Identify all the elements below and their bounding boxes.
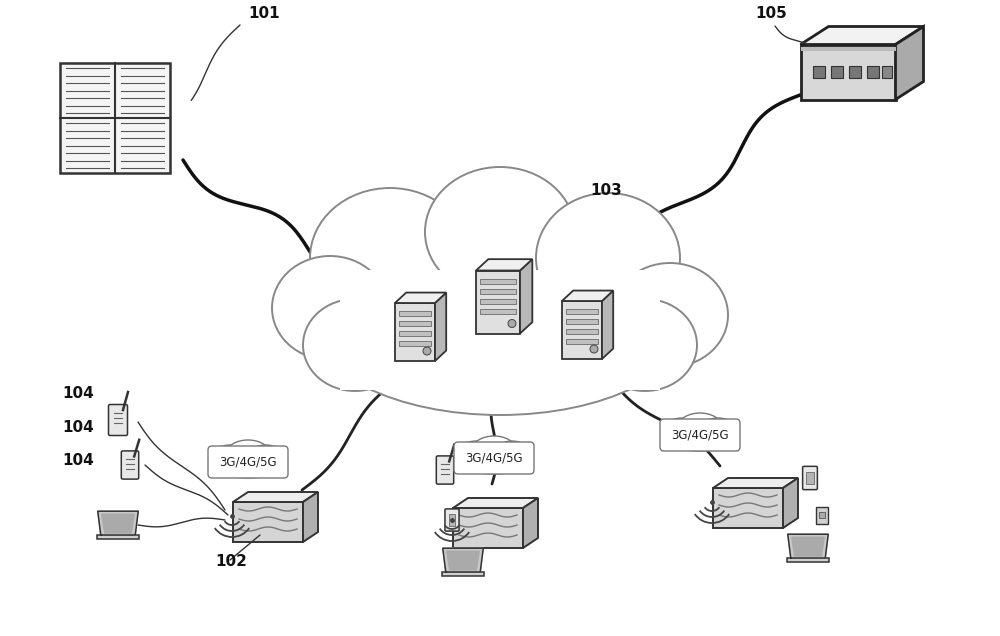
Polygon shape — [395, 293, 446, 303]
FancyBboxPatch shape — [803, 466, 817, 490]
FancyBboxPatch shape — [454, 442, 534, 474]
Text: 105: 105 — [755, 6, 787, 21]
Ellipse shape — [310, 225, 690, 415]
Ellipse shape — [210, 450, 286, 478]
Ellipse shape — [700, 418, 736, 444]
Polygon shape — [476, 270, 520, 333]
Ellipse shape — [664, 418, 700, 444]
Ellipse shape — [456, 446, 532, 474]
Bar — [399, 321, 431, 326]
Bar — [800, 46, 896, 50]
Ellipse shape — [272, 256, 388, 360]
Polygon shape — [447, 551, 479, 570]
Bar — [480, 279, 516, 284]
Bar — [399, 341, 431, 346]
Polygon shape — [520, 259, 532, 333]
FancyBboxPatch shape — [108, 404, 128, 436]
Bar — [458, 453, 530, 469]
Polygon shape — [562, 291, 613, 301]
Polygon shape — [435, 293, 446, 361]
Bar — [830, 66, 842, 78]
Polygon shape — [788, 534, 828, 558]
Ellipse shape — [458, 441, 494, 467]
Polygon shape — [476, 259, 532, 270]
Polygon shape — [523, 498, 538, 548]
Bar — [399, 311, 431, 316]
Polygon shape — [443, 548, 483, 572]
Polygon shape — [303, 492, 318, 542]
Bar — [848, 66, 860, 78]
FancyBboxPatch shape — [97, 535, 139, 539]
Polygon shape — [800, 45, 896, 99]
Text: 3G/4G/5G: 3G/4G/5G — [219, 455, 277, 469]
Polygon shape — [233, 492, 318, 502]
Bar — [449, 514, 455, 526]
FancyBboxPatch shape — [121, 451, 139, 479]
Bar — [480, 298, 516, 303]
Ellipse shape — [303, 299, 407, 391]
FancyBboxPatch shape — [208, 446, 288, 478]
Circle shape — [423, 347, 431, 355]
Bar — [212, 457, 284, 473]
Ellipse shape — [662, 423, 738, 451]
Ellipse shape — [494, 441, 530, 467]
Polygon shape — [395, 303, 435, 361]
FancyBboxPatch shape — [787, 558, 829, 562]
Bar — [882, 66, 892, 78]
Ellipse shape — [536, 193, 680, 323]
Ellipse shape — [248, 445, 284, 471]
FancyBboxPatch shape — [660, 419, 740, 451]
Ellipse shape — [226, 440, 270, 468]
Bar — [566, 309, 598, 314]
Circle shape — [508, 319, 516, 328]
Polygon shape — [792, 537, 824, 556]
Text: 104: 104 — [62, 453, 94, 468]
Ellipse shape — [310, 188, 470, 328]
FancyBboxPatch shape — [816, 506, 828, 523]
Bar — [480, 308, 516, 314]
Bar — [866, 66, 879, 78]
Bar — [480, 289, 516, 293]
Bar — [399, 331, 431, 336]
FancyBboxPatch shape — [436, 456, 454, 484]
Polygon shape — [102, 514, 134, 533]
Bar — [819, 512, 825, 518]
Text: 101: 101 — [248, 6, 280, 21]
Bar — [340, 270, 660, 390]
Text: 3G/4G/5G: 3G/4G/5G — [671, 429, 729, 441]
Polygon shape — [713, 488, 783, 528]
Polygon shape — [233, 502, 303, 542]
Polygon shape — [453, 508, 523, 548]
Text: 3G/4G/5G: 3G/4G/5G — [465, 452, 523, 464]
Polygon shape — [602, 291, 613, 359]
Ellipse shape — [678, 413, 722, 441]
Polygon shape — [562, 301, 602, 359]
Ellipse shape — [425, 167, 575, 297]
Polygon shape — [783, 478, 798, 528]
Text: 103: 103 — [590, 183, 622, 198]
Bar — [664, 430, 736, 446]
FancyBboxPatch shape — [442, 572, 484, 576]
Polygon shape — [453, 498, 538, 508]
Polygon shape — [800, 27, 924, 45]
Polygon shape — [896, 27, 924, 99]
Polygon shape — [713, 478, 798, 488]
Text: 102: 102 — [215, 554, 247, 569]
Ellipse shape — [472, 436, 516, 464]
Ellipse shape — [212, 445, 248, 471]
Text: 104: 104 — [62, 420, 94, 435]
Circle shape — [590, 345, 598, 353]
Bar — [812, 66, 824, 78]
Polygon shape — [98, 511, 138, 535]
Bar — [566, 339, 598, 344]
Bar — [60, 63, 170, 173]
FancyBboxPatch shape — [445, 509, 459, 531]
Ellipse shape — [593, 299, 697, 391]
Bar — [566, 329, 598, 334]
Bar — [806, 471, 814, 485]
Ellipse shape — [612, 263, 728, 367]
Text: 104: 104 — [62, 386, 94, 401]
Bar — [566, 319, 598, 324]
